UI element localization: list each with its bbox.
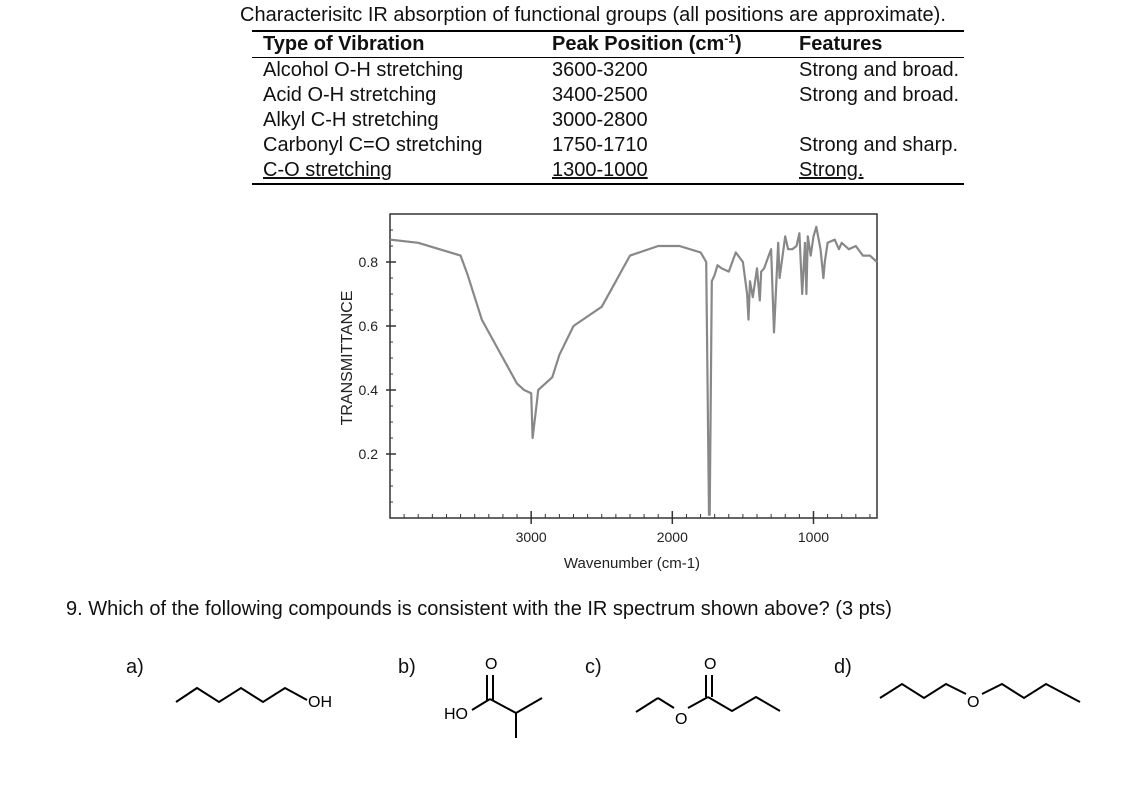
option-a-label: a)	[126, 656, 144, 678]
cell-features: Strong.	[799, 159, 864, 181]
cell-features: Strong and sharp.	[799, 134, 958, 156]
molecule-a-structure: OH	[175, 686, 332, 711]
y-tick-label: 0.8	[359, 254, 379, 270]
cell-vibration: Alcohol O-H stretching	[263, 59, 464, 81]
molecule-b-carbonyl-o: O	[485, 656, 497, 673]
cell-peak: 1750-1710	[552, 134, 648, 156]
molecule-a-oh: OH	[308, 694, 332, 711]
cell-peak: 3400-2500	[552, 84, 648, 106]
table-row: C-O stretching 1300-1000 Strong.	[252, 158, 964, 184]
header-type: Type of Vibration	[263, 33, 425, 55]
cell-features: Strong and broad.	[799, 59, 960, 81]
table-header-row: Type of Vibration Peak Position (cm-1) F…	[252, 31, 964, 58]
molecule-c-structure: O O	[635, 656, 781, 728]
molecule-b-ho: HO	[444, 706, 468, 723]
table-caption: Characterisitc IR absorption of function…	[240, 4, 946, 26]
header-features: Features	[799, 33, 883, 55]
cell-features: Strong and broad.	[799, 84, 960, 106]
header-peak: Peak Position (cm-1)	[552, 31, 742, 55]
table-row: Alkyl C-H stretching 3000-2800	[252, 108, 964, 133]
cell-peak: 3600-3200	[552, 59, 648, 81]
molecule-c-ester-o: O	[675, 711, 687, 728]
y-tick-label: 0.2	[359, 446, 379, 462]
y-tick-label: 0.6	[359, 318, 379, 334]
option-c-label: c)	[585, 656, 602, 678]
molecule-c-carbonyl-o: O	[704, 656, 716, 673]
cell-peak: 3000-2800	[552, 109, 648, 131]
y-tick-label: 0.4	[359, 382, 379, 398]
question-text: 9. Which of the following compounds is c…	[66, 598, 892, 620]
option-d-label: d)	[834, 656, 852, 678]
x-tick-label: 2000	[657, 529, 688, 545]
molecule-b-structure: O HO	[444, 656, 543, 738]
ir-spectrum-chart: 0.20.40.60.8 3000 2000 1000 TRANSMITTANCE …	[339, 213, 878, 572]
molecule-d-ether-o: O	[967, 694, 979, 711]
table-row: Alcohol O-H stretching 3600-3200 Strong …	[252, 58, 964, 84]
cell-vibration: C-O stretching	[263, 159, 392, 181]
ir-absorption-table: Type of Vibration Peak Position (cm-1) F…	[252, 30, 964, 185]
cell-vibration: Acid O-H stretching	[263, 84, 437, 106]
plot-frame	[389, 213, 878, 519]
y-axis-label: TRANSMITTANCE	[339, 291, 356, 426]
cell-vibration: Alkyl C-H stretching	[263, 109, 439, 131]
cell-peak: 1300-1000	[552, 159, 648, 181]
cell-vibration: Carbonyl C=O stretching	[263, 134, 483, 156]
table-row: Carbonyl C=O stretching 1750-1710 Strong…	[252, 133, 964, 158]
x-tick-label: 1000	[798, 529, 829, 545]
x-axis-label: Wavenumber (cm-1)	[564, 555, 700, 572]
molecule-d-structure: O	[879, 682, 1081, 711]
x-tick-label: 3000	[516, 529, 547, 545]
cell-features	[788, 108, 964, 133]
option-b-label: b)	[398, 656, 416, 678]
table-row: Acid O-H stretching 3400-2500 Strong and…	[252, 83, 964, 108]
spectrum-line	[389, 225, 878, 516]
